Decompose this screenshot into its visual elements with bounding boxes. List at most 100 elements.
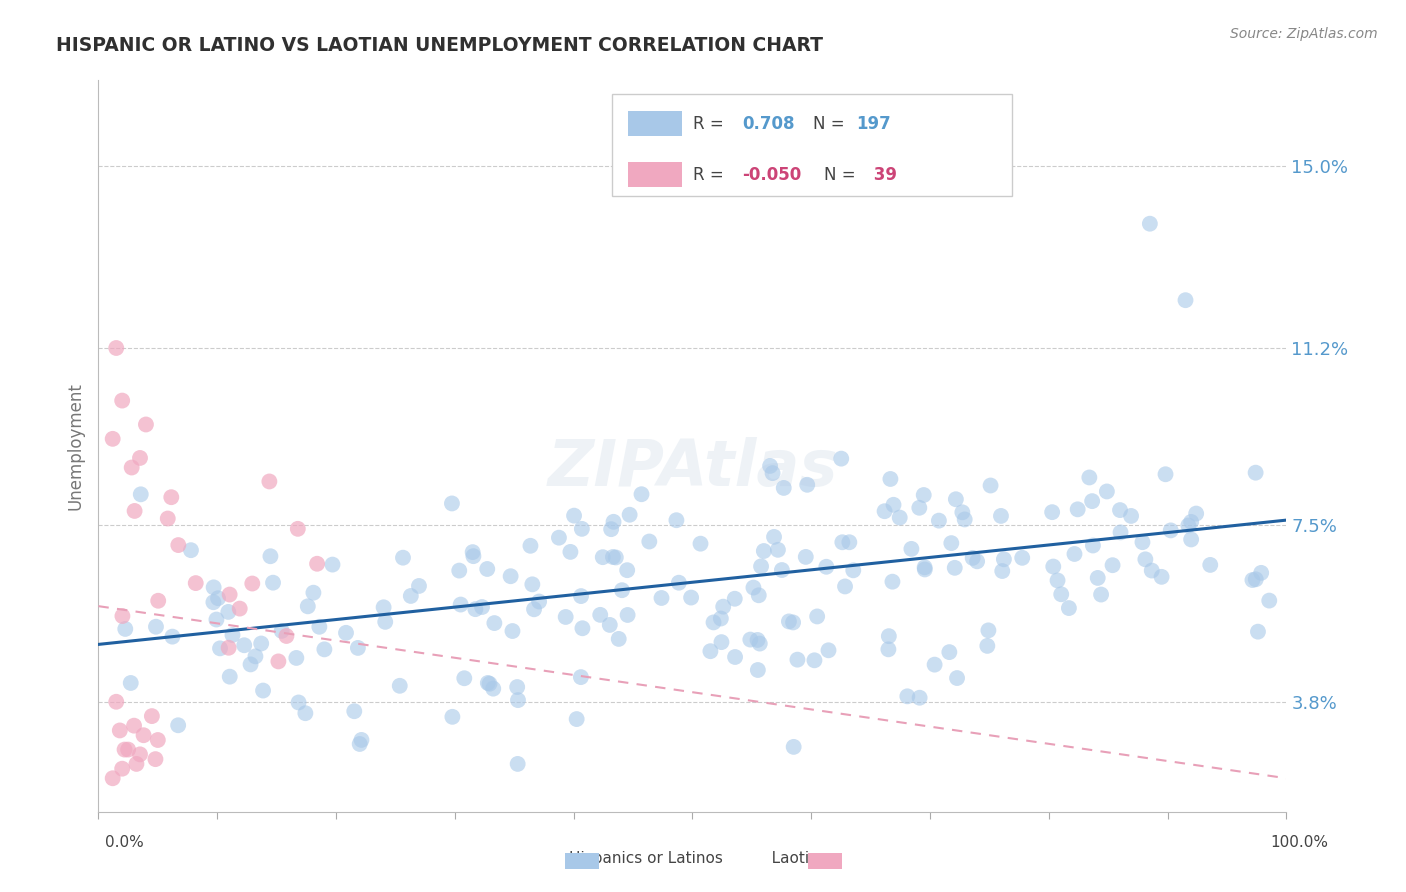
Point	[752, 544, 775, 558]
Point	[1140, 564, 1163, 578]
Point	[747, 632, 769, 647]
Point	[245, 649, 267, 664]
Point	[977, 624, 1000, 638]
Point	[501, 624, 523, 638]
Point	[817, 643, 839, 657]
Point	[830, 451, 852, 466]
Point	[259, 549, 281, 564]
Point	[180, 543, 202, 558]
Point	[307, 557, 329, 571]
Point	[877, 629, 900, 643]
Point	[589, 607, 612, 622]
Point	[980, 478, 1002, 492]
Point	[1109, 503, 1132, 517]
Point	[724, 650, 747, 665]
Text: 0.0%: 0.0%	[105, 836, 145, 850]
Text: N =: N =	[813, 115, 849, 133]
Point	[794, 549, 817, 564]
Point	[592, 550, 614, 565]
Point	[129, 450, 152, 465]
Point	[440, 496, 463, 510]
Point	[748, 588, 770, 602]
Text: HISPANIC OR LATINO VS LAOTIAN UNEMPLOYMENT CORRELATION CHART: HISPANIC OR LATINO VS LAOTIAN UNEMPLOYME…	[56, 36, 824, 54]
Point	[1139, 217, 1161, 231]
Point	[772, 481, 794, 495]
Point	[600, 522, 623, 536]
Text: Source: ZipAtlas.com: Source: ZipAtlas.com	[1230, 27, 1378, 41]
Point	[748, 636, 770, 650]
Point	[184, 576, 207, 591]
Point	[610, 583, 633, 598]
Point	[1087, 571, 1109, 585]
Point	[122, 719, 145, 733]
Point	[873, 504, 896, 518]
Point	[782, 739, 804, 754]
Point	[724, 591, 747, 606]
Point	[962, 550, 984, 565]
Point	[770, 563, 793, 577]
Point	[522, 577, 544, 591]
Point	[877, 642, 900, 657]
Point	[710, 611, 733, 625]
Point	[562, 508, 585, 523]
Point	[350, 733, 373, 747]
Text: N =: N =	[824, 166, 860, 184]
Point	[129, 747, 152, 762]
Point	[252, 683, 274, 698]
Point	[554, 610, 576, 624]
Point	[946, 671, 969, 685]
Point	[506, 680, 529, 694]
Point	[441, 710, 464, 724]
Point	[335, 625, 357, 640]
Point	[287, 696, 309, 710]
Point	[162, 630, 184, 644]
Point	[908, 500, 931, 515]
Point	[943, 561, 966, 575]
Point	[605, 550, 627, 565]
Point	[796, 477, 818, 491]
Point	[681, 591, 703, 605]
Point	[571, 621, 593, 635]
Point	[950, 505, 973, 519]
Point	[991, 564, 1014, 578]
Point	[145, 620, 167, 634]
Point	[560, 545, 582, 559]
Point	[1063, 547, 1085, 561]
Point	[141, 709, 163, 723]
Point	[740, 632, 762, 647]
Point	[619, 508, 641, 522]
Point	[1135, 552, 1157, 566]
Point	[1241, 573, 1264, 587]
Point	[1244, 466, 1267, 480]
Point	[1250, 566, 1272, 580]
Point	[742, 581, 765, 595]
Point	[148, 593, 170, 607]
Point	[132, 728, 155, 742]
Point	[993, 552, 1015, 566]
Text: 39: 39	[868, 166, 897, 184]
Point	[889, 510, 911, 524]
Point	[1081, 494, 1104, 508]
Point	[1154, 467, 1177, 482]
Point	[1132, 535, 1154, 549]
Text: R =: R =	[693, 166, 730, 184]
Point	[160, 490, 183, 504]
Point	[759, 458, 782, 473]
Point	[207, 591, 229, 606]
Point	[806, 609, 828, 624]
Point	[786, 653, 808, 667]
Point	[146, 733, 169, 747]
Point	[156, 511, 179, 525]
Point	[228, 601, 250, 615]
Point	[294, 706, 316, 721]
Point	[527, 594, 550, 608]
Point	[938, 645, 960, 659]
Point	[599, 618, 621, 632]
Point	[838, 535, 860, 549]
Point	[1174, 293, 1197, 308]
Point	[297, 599, 319, 614]
Point	[506, 756, 529, 771]
Point	[276, 629, 298, 643]
Point	[239, 657, 262, 672]
Point	[1185, 507, 1208, 521]
